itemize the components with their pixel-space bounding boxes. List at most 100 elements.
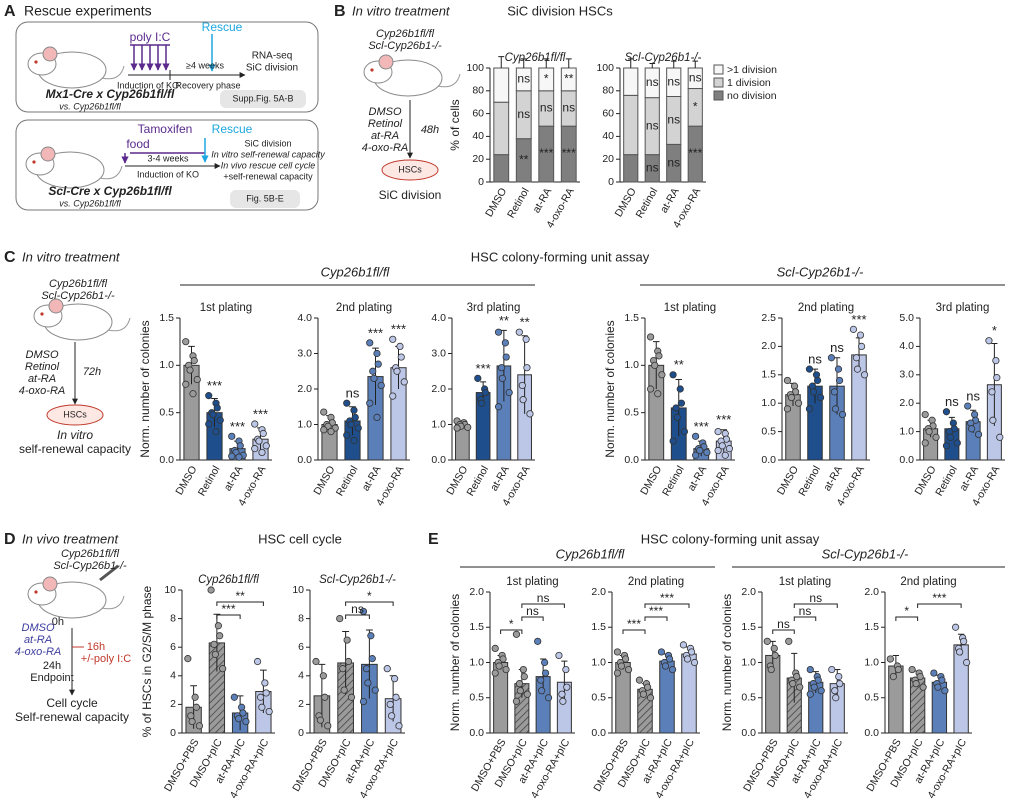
label: C — [4, 249, 16, 266]
comparison-bracket — [644, 603, 690, 608]
label: Cyp26b1fl/fl — [49, 278, 108, 290]
chart-title: 3rd plating — [467, 302, 521, 314]
data-point — [366, 339, 374, 347]
label: In vivo treatment — [22, 531, 119, 546]
x-tick-label: at-RA — [685, 464, 709, 493]
significance: *** — [627, 617, 641, 631]
data-point — [835, 376, 844, 385]
data-point — [672, 404, 680, 412]
data-point — [721, 429, 729, 438]
data-point — [691, 451, 700, 459]
error-bar — [498, 56, 505, 68]
label: DMSO — [22, 622, 55, 634]
data-point — [853, 365, 862, 373]
data-point — [812, 371, 821, 379]
data-point — [921, 439, 929, 447]
y-tick-label: 60 — [472, 107, 484, 119]
comparison-bracket — [793, 616, 817, 621]
data-point — [996, 433, 1004, 441]
data-point — [235, 453, 243, 461]
label: 4-oxo-RA — [15, 646, 61, 658]
data-point — [491, 644, 499, 653]
y-tick-label: 2 — [298, 698, 304, 710]
label: Tamoxifen — [138, 122, 193, 136]
chart-title: 1st plating — [664, 302, 716, 314]
y-tick-label: 4.0 — [431, 312, 446, 324]
data-point — [889, 672, 897, 681]
comparison-bracket — [500, 629, 523, 634]
experiment-box — [15, 119, 319, 211]
data-point — [499, 655, 507, 663]
data-point — [668, 665, 677, 674]
significance: *** — [660, 591, 674, 605]
data-point — [886, 655, 894, 663]
y-axis-label: Norm. number of colonies — [138, 320, 152, 457]
data-point — [395, 722, 403, 730]
data-point — [259, 429, 267, 438]
y-tick-label: 2.0 — [899, 397, 914, 409]
bar-segment — [493, 101, 510, 156]
data-point — [190, 356, 198, 365]
label: Scl-Cre x Cyp26b1fl/fl — [48, 184, 172, 198]
y-tick-label: 60 — [602, 107, 614, 119]
label: 3-4 weeks — [147, 153, 189, 163]
x-tick-label: Retinol — [196, 464, 223, 498]
data-point — [191, 693, 199, 701]
data-point — [374, 360, 382, 368]
data-point — [367, 632, 375, 640]
data-point — [262, 442, 270, 450]
data-point — [988, 388, 996, 396]
significance: ns — [667, 113, 680, 127]
label: Recovery phase — [175, 80, 240, 90]
y-tick-label: 10 — [292, 584, 304, 596]
y-tick-label: 2.0 — [741, 586, 756, 598]
y-tick-label: 20 — [472, 153, 484, 165]
data-point — [344, 657, 353, 666]
data-point — [938, 676, 946, 684]
y-tick-label: 1.0 — [899, 425, 914, 437]
data-point — [916, 672, 924, 681]
data-point — [838, 410, 847, 419]
label: Scl-Cyp26b1-/- — [368, 40, 442, 52]
data-point — [651, 361, 659, 369]
data-point — [813, 376, 822, 385]
y-tick-label: 0.0 — [159, 454, 174, 466]
y-tick-label: 0.5 — [864, 692, 879, 704]
y-tick-label: 0 — [478, 176, 484, 188]
data-point — [676, 385, 684, 393]
y-tick-label: 2.0 — [297, 383, 312, 395]
data-point — [239, 709, 247, 717]
data-point — [242, 717, 250, 726]
data-point — [643, 683, 652, 691]
data-point — [714, 427, 722, 436]
y-tick-label: 80 — [472, 85, 484, 97]
comparison-bracket — [345, 614, 370, 619]
data-point — [538, 687, 546, 695]
error-bar — [692, 60, 699, 68]
data-point — [669, 371, 677, 379]
label: Self-renewal capacity — [15, 710, 129, 724]
comparison-bracket — [216, 601, 264, 606]
mouse-eye — [32, 160, 36, 164]
label: 24h — [43, 660, 61, 672]
data-point — [371, 686, 379, 694]
data-point — [392, 693, 400, 701]
data-point — [478, 399, 486, 407]
data-point — [690, 658, 699, 667]
data-point — [783, 405, 792, 413]
y-tick-label: 100 — [596, 62, 614, 74]
significance: ns — [667, 74, 680, 88]
y-tick-label: 4 — [170, 670, 176, 682]
y-tick-label: 2.0 — [469, 586, 484, 598]
data-point — [256, 693, 265, 701]
data-point — [187, 712, 195, 720]
x-tick-label: Retinol — [505, 186, 532, 220]
error-bar — [991, 343, 998, 426]
significance: ** — [519, 153, 529, 167]
y-tick-label: 0.0 — [469, 727, 484, 739]
mouse-ear — [42, 576, 58, 592]
y-tick-label: 1.0 — [624, 359, 639, 371]
label: poly I:C — [130, 30, 171, 44]
y-tick-label: 6 — [298, 641, 304, 653]
significance: ns — [646, 160, 659, 174]
